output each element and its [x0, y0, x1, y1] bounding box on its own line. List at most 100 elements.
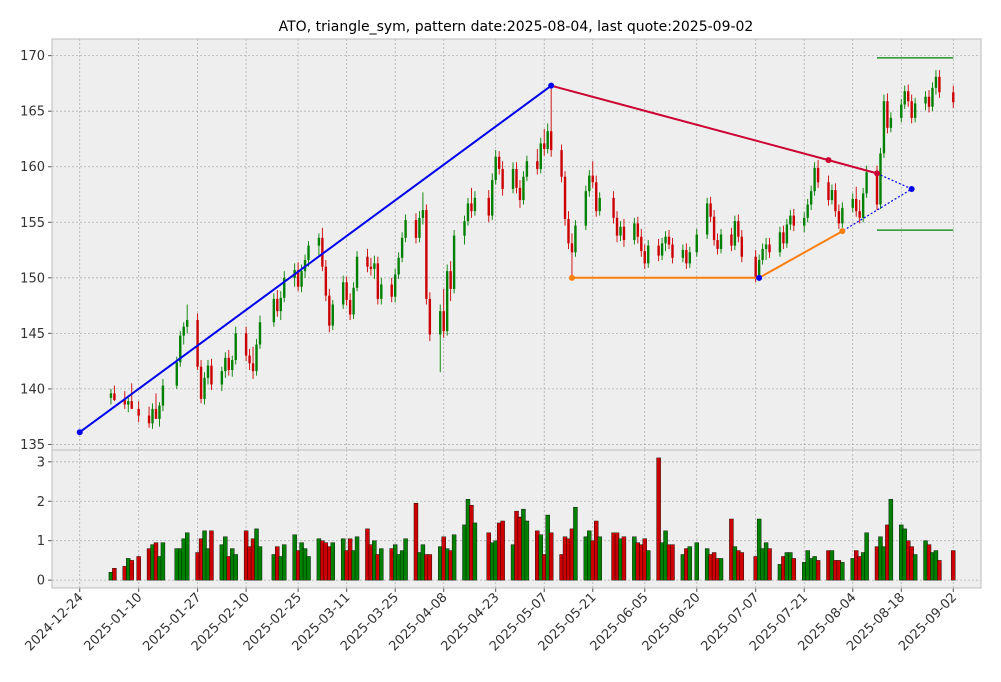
candle-body — [809, 191, 813, 205]
candle-body — [137, 408, 140, 416]
candle-body — [803, 217, 806, 226]
y-tick-label: 140 — [20, 382, 45, 397]
candle-body — [574, 225, 577, 253]
candle-body — [147, 415, 151, 424]
candle-body — [324, 266, 328, 296]
candle-body — [196, 320, 199, 367]
candle-body — [841, 207, 844, 224]
volume-bar — [257, 546, 263, 581]
candle-body — [321, 237, 324, 267]
candle-body — [681, 250, 685, 258]
pattern-point — [839, 228, 846, 235]
volume-bar — [427, 554, 433, 581]
volume-bar — [112, 568, 117, 581]
candle-body — [113, 393, 116, 401]
volume-bar — [597, 536, 602, 581]
candle-body — [179, 335, 182, 363]
candle-body — [806, 204, 809, 218]
candle-body — [491, 180, 494, 216]
candle-body — [463, 221, 466, 236]
candle-body — [501, 168, 504, 189]
candle-body — [837, 211, 841, 224]
candle-body — [595, 182, 598, 212]
candle-body — [234, 333, 237, 361]
candle-body — [355, 256, 359, 288]
candle-body — [757, 260, 761, 277]
candle-body — [158, 405, 161, 419]
candle-body — [258, 322, 262, 345]
volume-bar — [209, 530, 214, 581]
candle-body — [185, 320, 189, 327]
candle-body — [931, 87, 934, 107]
candle-body — [373, 263, 376, 269]
candle-body — [716, 240, 719, 249]
candle-body — [248, 355, 251, 364]
pattern-point — [756, 274, 763, 281]
candle-body — [397, 257, 400, 275]
candle-body — [567, 218, 570, 244]
candle-body — [591, 175, 594, 183]
candle-body — [768, 244, 771, 253]
candle-body — [130, 401, 133, 409]
pattern-point — [825, 157, 832, 164]
candle-body — [952, 92, 955, 103]
candle-body — [938, 76, 941, 93]
volume-bar — [656, 457, 661, 581]
candle-body — [889, 117, 893, 128]
candle-body — [539, 143, 542, 169]
candle-body — [151, 408, 154, 424]
candle-body — [875, 172, 879, 205]
candle-body — [643, 251, 646, 264]
candle-body — [900, 104, 903, 118]
pattern-point — [874, 170, 881, 177]
volume-bar — [472, 522, 478, 581]
candle-body — [927, 96, 931, 107]
volume-bar — [791, 558, 797, 581]
candle-body — [764, 244, 768, 249]
volume-bar — [687, 546, 693, 581]
candle-body — [224, 357, 227, 372]
volume-bar — [573, 506, 578, 581]
candle-body — [816, 167, 820, 183]
candle-body — [522, 176, 525, 201]
candle-body — [487, 197, 490, 216]
candle-body — [376, 263, 380, 299]
candle-body — [300, 271, 303, 287]
volume-bar — [354, 536, 360, 581]
candle-body — [317, 237, 321, 246]
candle-body — [785, 224, 789, 244]
pattern-point — [76, 429, 83, 436]
volume-bar — [233, 554, 238, 581]
candle-body — [636, 223, 640, 237]
candle-body — [705, 203, 709, 235]
volume-bar — [160, 542, 166, 581]
candle-body — [886, 101, 889, 128]
candle-body — [380, 284, 383, 299]
candle-body — [227, 357, 230, 371]
candle-body — [445, 271, 449, 332]
candle-body — [612, 197, 615, 218]
volume-bar — [951, 550, 956, 581]
candle-body — [882, 101, 886, 154]
y-tick-label: 155 — [20, 216, 45, 231]
candle-body — [276, 298, 279, 312]
candle-body — [203, 377, 206, 399]
candle-body — [210, 365, 213, 385]
volume-bar — [282, 544, 287, 581]
candle-body — [442, 311, 445, 332]
candle-body — [588, 175, 591, 192]
candle-body — [858, 211, 861, 218]
candle-body — [366, 256, 369, 267]
volume-bar — [451, 534, 457, 581]
candle-body — [283, 277, 286, 298]
candle-body — [272, 298, 276, 323]
candle-body — [879, 153, 882, 205]
y-tick-label: 160 — [20, 160, 45, 175]
pattern-point — [548, 82, 555, 89]
candle-body — [536, 161, 539, 169]
volume-bar — [767, 548, 772, 581]
candle-body — [640, 236, 643, 252]
candle-body — [421, 210, 425, 218]
candle-body — [449, 271, 452, 289]
volume-bar — [136, 556, 141, 581]
